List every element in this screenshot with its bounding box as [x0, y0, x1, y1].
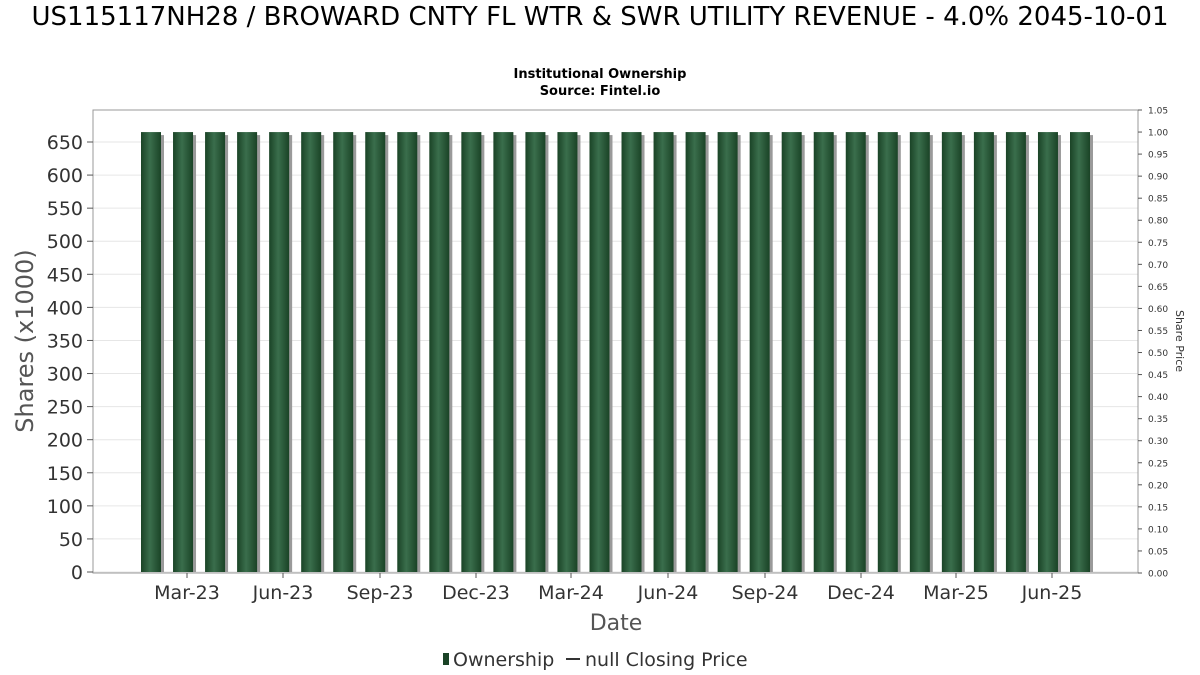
y2-tick-label: 1.05	[1148, 107, 1168, 117]
y2-tick-label: 0.30	[1148, 437, 1168, 447]
chart-title: US115117NH28 / BROWARD CNTY FL WTR & SWR…	[31, 2, 1169, 32]
ownership-bar	[493, 132, 514, 573]
y2-tick-label: 0.35	[1148, 415, 1168, 425]
y-tick-label: 250	[47, 397, 83, 419]
y2-tick-label: 0.90	[1148, 173, 1168, 183]
legend-ownership-swatch	[443, 653, 449, 665]
y2-tick-label: 0.80	[1148, 217, 1168, 227]
y2-tick-label: 0.85	[1148, 195, 1168, 205]
chart-source: Source: Fintel.io	[539, 84, 661, 99]
y2-tick-label: 0.05	[1148, 547, 1168, 557]
y2-tick-label: 0.00	[1148, 570, 1168, 580]
ownership-bar	[141, 132, 161, 573]
ownership-bar	[237, 132, 258, 573]
legend-closing-price-label: null Closing Price	[585, 649, 748, 671]
ownership-bar	[269, 132, 290, 573]
y2-tick-label: 0.10	[1148, 525, 1168, 535]
ownership-bar	[173, 132, 194, 573]
y-tick-label: 300	[47, 364, 83, 386]
y2-tick-label: 0.50	[1148, 349, 1168, 359]
ownership-bar	[1037, 132, 1058, 573]
ownership-bar	[717, 132, 738, 573]
y2-tick-label: 0.45	[1148, 371, 1168, 381]
ownership-bar	[1005, 132, 1026, 573]
x-tick-label: Sep-24	[732, 582, 799, 604]
ownership-bar	[557, 132, 578, 573]
x-axis-label: Date	[590, 611, 643, 636]
ownership-bar	[621, 132, 642, 573]
y2-tick-label: 0.15	[1148, 503, 1168, 513]
x-tick-label: Jun-23	[252, 582, 314, 604]
ownership-bar	[525, 132, 546, 573]
ownership-bar	[333, 132, 354, 573]
ownership-bar	[461, 132, 482, 573]
ownership-bar	[589, 132, 610, 573]
y-tick-label: 600	[47, 165, 83, 187]
ownership-bar	[781, 132, 802, 573]
ownership-bar	[813, 132, 834, 573]
y-tick-label: 650	[47, 132, 83, 154]
y-tick-label: 0	[71, 562, 83, 584]
ownership-bar	[941, 132, 962, 573]
y2-tick-label: 0.40	[1148, 393, 1168, 403]
y2-tick-label: 0.75	[1148, 239, 1168, 249]
plot-area-frame	[92, 109, 1139, 574]
ownership-bar	[205, 132, 226, 573]
y2-tick-label: 0.25	[1148, 459, 1168, 469]
x-tick-label: Jun-24	[637, 582, 699, 604]
y-tick-label: 500	[47, 231, 83, 253]
y2-tick-label: 0.60	[1148, 305, 1168, 315]
y-axis-label: Shares (x1000)	[11, 249, 39, 432]
ownership-bar	[749, 132, 770, 573]
legend-ownership-label: Ownership	[453, 649, 554, 671]
y2-tick-label: 1.00	[1148, 129, 1168, 139]
y2-tick-label: 0.55	[1148, 327, 1168, 337]
y-tick-label: 350	[47, 330, 83, 352]
x-tick-label: Mar-24	[538, 582, 604, 604]
y-tick-label: 100	[47, 496, 83, 518]
y2-tick-label: 0.70	[1148, 261, 1168, 271]
ownership-bar	[685, 132, 706, 573]
y-tick-label: 50	[59, 529, 83, 551]
x-tick-label: Mar-23	[154, 582, 220, 604]
y2-tick-label: 0.20	[1148, 481, 1168, 491]
y-tick-label: 400	[47, 297, 83, 319]
y2-tick-label: 0.95	[1148, 151, 1168, 161]
legend: Ownership null Closing Price	[443, 649, 748, 671]
ownership-bar	[877, 132, 898, 573]
x-tick-label: Dec-23	[442, 582, 510, 604]
x-tick-label: Jun-25	[1021, 582, 1083, 604]
ownership-bar	[429, 132, 450, 573]
ownership-bar	[365, 132, 386, 573]
y2-axis-label: Share Price	[1173, 310, 1186, 372]
y-tick-label: 550	[47, 198, 83, 220]
y2-tick-label: 0.65	[1148, 283, 1168, 293]
y-tick-label: 150	[47, 463, 83, 485]
x-tick-label: Sep-23	[347, 582, 414, 604]
ownership-bar	[1070, 132, 1090, 573]
ownership-bar	[973, 132, 994, 573]
x-tick-label: Mar-25	[923, 582, 989, 604]
ownership-bar	[653, 132, 674, 573]
ownership-bar	[909, 132, 930, 573]
ownership-bar	[845, 132, 866, 573]
ownership-bar	[397, 132, 418, 573]
chart-subtitle: Institutional Ownership	[513, 67, 687, 82]
y-tick-label: 450	[47, 264, 83, 286]
x-tick-label: Dec-24	[827, 582, 895, 604]
y-tick-label: 200	[47, 430, 83, 452]
ownership-bar	[301, 132, 322, 573]
